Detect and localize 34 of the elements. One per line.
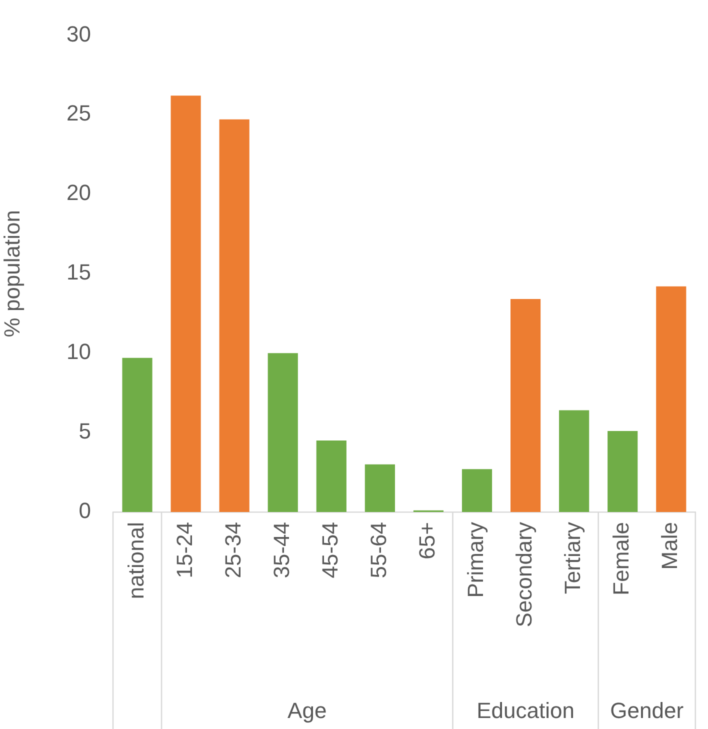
y-tick-label: 15 [66, 260, 91, 285]
bar [364, 464, 395, 512]
bar [219, 119, 250, 512]
x-tick-label: Primary [463, 522, 488, 598]
x-tick-label: Tertiary [560, 522, 586, 594]
x-tick-label: 55-64 [366, 522, 391, 578]
x-tick-label: Female [608, 522, 634, 596]
bar [316, 440, 346, 512]
text: Gender [610, 698, 684, 724]
bar [268, 353, 298, 512]
x-tick-label: 65+ [414, 522, 440, 560]
y-tick-label: 30 [66, 21, 91, 46]
x-tick-label: national [123, 522, 148, 600]
x-tick-label: Male [657, 522, 682, 570]
bar [559, 410, 590, 512]
bar [656, 286, 686, 512]
text: Age [288, 698, 327, 724]
x-tick-label: 25-34 [220, 522, 246, 578]
bar [170, 96, 201, 512]
bar [608, 430, 638, 512]
x-tick-label: 15-24 [172, 522, 197, 578]
x-tick-label: 45-54 [317, 522, 342, 578]
y-tick-label: 20 [66, 180, 91, 206]
y-tick-label: 0 [78, 498, 91, 524]
y-tick-label: 5 [78, 418, 91, 444]
y-axis-title: % population [0, 210, 24, 338]
bar [510, 299, 541, 512]
text: Education [476, 698, 574, 724]
y-tick-label: 25 [66, 100, 91, 126]
bar [122, 358, 152, 512]
x-tick-label: 35-44 [268, 522, 294, 578]
x-tick-label: Secondary [512, 522, 537, 628]
bar [462, 469, 492, 512]
y-tick-label: 10 [66, 339, 91, 364]
